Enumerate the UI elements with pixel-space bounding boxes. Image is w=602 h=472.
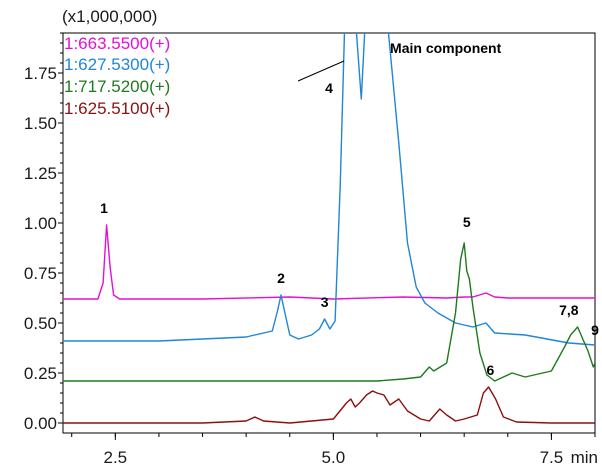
series-line-2 [63,242,595,382]
x-tick-label: 7.5 [540,448,564,467]
peak-label: 2 [277,270,285,286]
peak-label: 4 [325,80,333,96]
legend-entry-717: 1:717.5200(+) [64,77,170,96]
y-tick-label: 0.75 [24,264,57,283]
legend-entry-663: 1:663.5500(+) [64,34,170,53]
legend-entry-627: 1:627.5300(+) [64,55,170,74]
peak-label: 6 [486,362,494,378]
y-tick-label: 0.50 [24,314,57,333]
peak-label: 3 [321,294,329,310]
series-line-1 [63,33,595,346]
y-tick-label: 0.25 [24,364,57,383]
peak-label: 9 [591,322,599,338]
y-tick-label: 1.00 [24,214,57,233]
annotations: 1 2 3 4 5 6 7,8 9 Main component [100,40,599,378]
legend-entry-625: 1:625.5100(+) [64,99,170,118]
main-component-label: Main component [390,40,502,56]
y-tick-label: 1.50 [24,114,57,133]
peak-label: 7,8 [559,302,579,318]
y-tick-label: 1.75 [24,64,57,83]
y-tick-label: 0.00 [24,414,57,433]
axes: 0.00 0.25 0.50 0.75 1.00 1.25 1.50 1.75 2.5 5.0 7.… [24,32,598,467]
x-unit-label: min [571,448,598,467]
series-line-0 [63,224,595,300]
x-tick-label: 2.5 [104,448,128,467]
y-tick-label: 1.25 [24,164,57,183]
main-component-pointer [297,60,345,82]
legend: 1:663.5500(+) 1:627.5300(+) 1:717.5200(+… [64,34,170,118]
x-tick-label: 5.0 [322,448,346,467]
series-layer [63,33,595,424]
peak-label: 5 [463,214,471,230]
y-scale-label: (x1,000,000) [62,7,157,26]
peak-label: 1 [100,200,108,216]
series-line-3 [63,386,595,424]
